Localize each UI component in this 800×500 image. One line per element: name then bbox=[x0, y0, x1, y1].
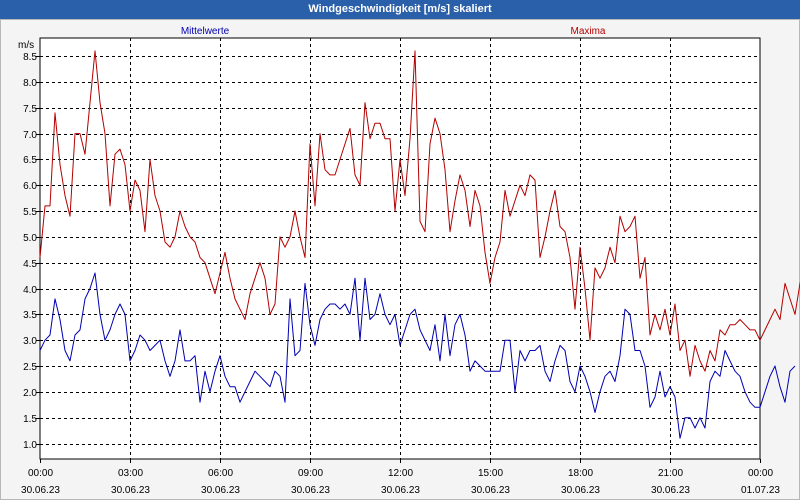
series-line-maxima bbox=[39, 50, 800, 377]
axis-ticks: 1.0 1.5 2.0 2.5 3.0 3.5 4.0 4.5 5.0 5.5 6.0 6.5 7.0 7… bbox=[21, 52, 780, 496]
x-tick-date: 30.06.23 bbox=[651, 485, 690, 496]
y-tick-label: 2.0 bbox=[23, 388, 37, 399]
grid bbox=[40, 38, 760, 459]
y-tick-label: 8.5 bbox=[23, 52, 37, 63]
x-tick-time: 21:00 bbox=[658, 468, 683, 479]
x-tick-time: 00:00 bbox=[748, 468, 773, 479]
x-tick-date: 30.06.23 bbox=[201, 485, 240, 496]
x-tick-time: 09:00 bbox=[298, 468, 323, 479]
series-group bbox=[39, 50, 800, 439]
x-tick-time: 00:00 bbox=[28, 468, 53, 479]
y-tick-label: 2.5 bbox=[23, 362, 37, 373]
y-tick-label: 4.0 bbox=[23, 285, 37, 296]
y-tick-label: 5.5 bbox=[23, 207, 37, 218]
x-tick-time: 03:00 bbox=[118, 468, 143, 479]
y-tick-label: 7.5 bbox=[23, 104, 37, 115]
x-tick-time: 12:00 bbox=[388, 468, 413, 479]
y-tick-label: 6.5 bbox=[23, 155, 37, 166]
x-tick-date: 30.06.23 bbox=[21, 485, 60, 496]
x-tick-date: 01.07.23 bbox=[741, 485, 780, 496]
y-tick-label: 1.0 bbox=[23, 440, 37, 451]
x-tick-date: 30.06.23 bbox=[381, 485, 420, 496]
x-tick-time: 06:00 bbox=[208, 468, 233, 479]
x-tick-date: 30.06.23 bbox=[291, 485, 330, 496]
y-tick-label: 8.0 bbox=[23, 78, 37, 89]
legend-maxima: Maxima bbox=[570, 26, 605, 37]
y-tick-label: 7.0 bbox=[23, 130, 37, 141]
series-line-mittelwerte bbox=[39, 272, 796, 439]
y-axis-label: m/s bbox=[18, 40, 34, 51]
y-tick-label: 3.5 bbox=[23, 310, 37, 321]
y-tick-label: 1.5 bbox=[23, 414, 37, 425]
y-tick-label: 4.5 bbox=[23, 259, 37, 270]
legend-mittelwerte: Mittelwerte bbox=[181, 26, 230, 37]
y-tick-label: 3.0 bbox=[23, 336, 37, 347]
y-tick-label: 5.0 bbox=[23, 233, 37, 244]
x-tick-date: 30.06.23 bbox=[111, 485, 150, 496]
x-tick-time: 18:00 bbox=[568, 468, 593, 479]
x-tick-date: 30.06.23 bbox=[561, 485, 600, 496]
window-title: Windgeschwindigkeit [m/s] skaliert bbox=[0, 0, 800, 19]
x-tick-time: 15:00 bbox=[478, 468, 503, 479]
y-tick-label: 6.0 bbox=[23, 181, 37, 192]
x-tick-date: 30.06.23 bbox=[471, 485, 510, 496]
